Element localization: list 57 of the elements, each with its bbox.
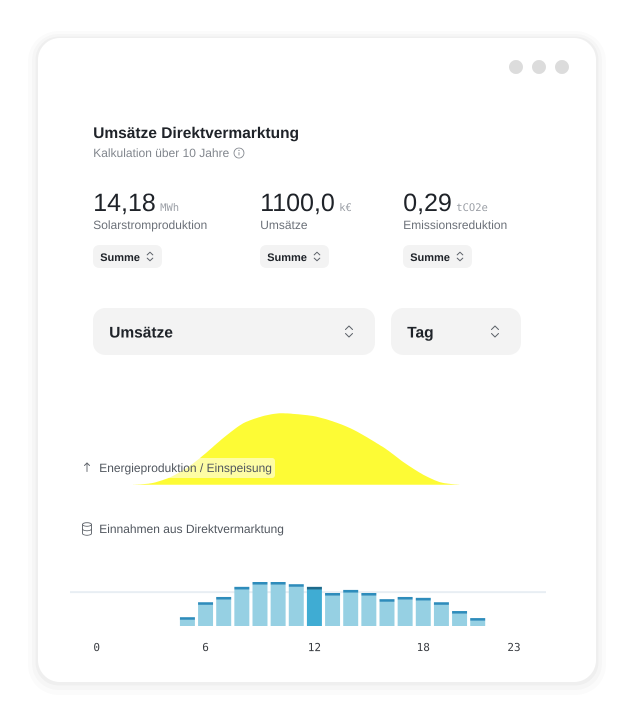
- bar: [216, 596, 232, 600]
- bar: [306, 589, 322, 626]
- bar: [416, 600, 431, 626]
- bar: [470, 620, 486, 626]
- bar: [180, 617, 195, 620]
- text: 0,29: [404, 194, 451, 214]
- bar: [452, 611, 468, 614]
- bar: [198, 604, 214, 626]
- bar: [325, 596, 340, 626]
- text: Kalkulation über 10 Jahre: [94, 148, 229, 158]
- bar: [416, 598, 431, 600]
- text: Umsätze Direktvermarktung: [94, 126, 298, 142]
- text: Emissionsreduktion: [404, 220, 506, 230]
- bar: [252, 584, 268, 626]
- x-tick-label: 23: [508, 642, 520, 652]
- chart-title: Einnahmen aus Direktvermarktung: [100, 524, 284, 536]
- text: Tag: [407, 326, 433, 341]
- text: tCO2e: [456, 203, 488, 212]
- bar: [398, 600, 413, 626]
- text: Umsätze: [261, 220, 307, 230]
- bar: [343, 590, 358, 593]
- text: Summe: [100, 253, 140, 262]
- x-tick-label: 0: [94, 642, 100, 652]
- text: Energieproduktion / Einspeisung: [100, 463, 272, 474]
- bar: [343, 592, 358, 626]
- x-tick-label: 6: [202, 642, 208, 652]
- bar: [216, 600, 232, 626]
- bar: [288, 586, 304, 626]
- bar: [180, 620, 195, 626]
- bar: [325, 592, 340, 596]
- bar: [288, 584, 304, 587]
- bar: [361, 596, 376, 626]
- text: 14,18: [95, 194, 155, 214]
- bar: [306, 586, 322, 590]
- text: 1100,0: [262, 194, 334, 214]
- bar: [434, 602, 449, 605]
- bar: [234, 586, 250, 590]
- bar: [452, 614, 468, 626]
- bar: [470, 618, 486, 621]
- bar: [234, 589, 250, 626]
- text: Summe: [410, 253, 450, 262]
- text: Solarstromproduktion: [94, 220, 206, 232]
- bar: [434, 604, 449, 626]
- bar: [379, 599, 394, 602]
- text: MWh: [160, 203, 178, 211]
- bar: [270, 584, 286, 626]
- text: Umsätze: [110, 326, 172, 338]
- text: k€: [340, 203, 351, 212]
- bar: [361, 592, 376, 596]
- bar: [252, 582, 268, 585]
- bar: [398, 596, 413, 600]
- text: Summe: [268, 253, 307, 262]
- x-tick-label: 12: [309, 642, 320, 652]
- bar: [270, 582, 286, 585]
- x-tick-label: 18: [418, 642, 430, 652]
- bar: [379, 602, 394, 626]
- bar: [198, 602, 214, 605]
